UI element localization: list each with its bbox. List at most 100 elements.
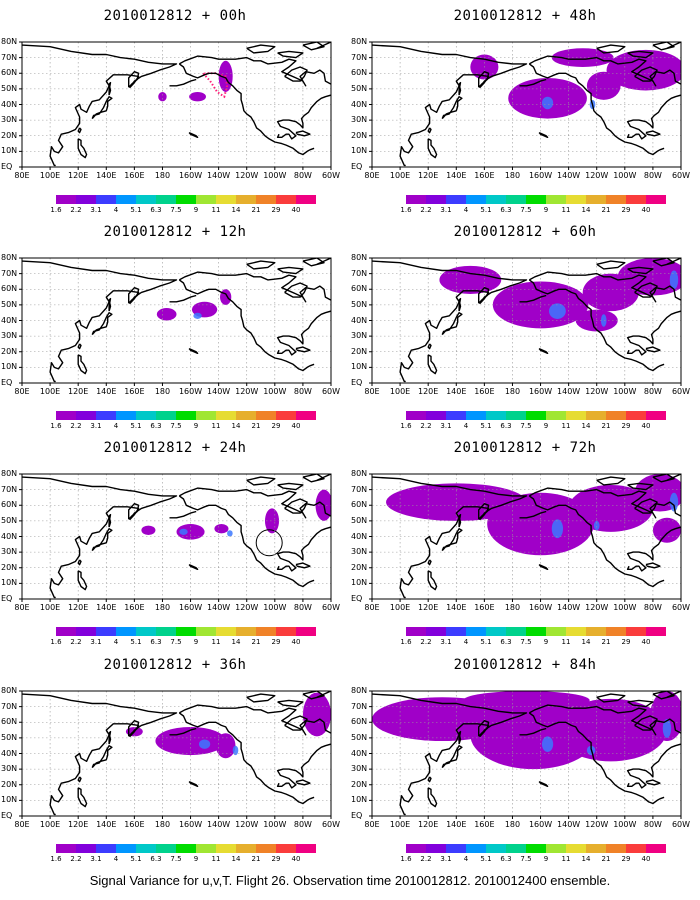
- coastline: [634, 66, 658, 82]
- coastline: [538, 780, 549, 787]
- colorbar-label: 14: [581, 638, 591, 646]
- colorbar-swatch: [76, 411, 96, 420]
- coastline: [458, 730, 462, 745]
- lon-label: 160E: [474, 387, 495, 396]
- colorbar-swatch: [76, 844, 96, 853]
- lon-label: 60W: [671, 171, 691, 180]
- coastline: [427, 343, 432, 350]
- coastline: [22, 260, 178, 383]
- coastline: [441, 96, 463, 120]
- forecast-panel: 2010012812 + 36h 80N 70N 60N 50N 40N 30N 20N 10N…: [0, 649, 350, 864]
- colorbar-label: 7.5: [520, 638, 532, 646]
- colorbar-swatch: [506, 627, 526, 636]
- lon-label: 140E: [96, 387, 117, 396]
- lon-label: 80W: [293, 387, 312, 396]
- colorbar-label: 9: [193, 855, 199, 863]
- lat-label: EQ: [351, 594, 363, 603]
- variance-peak: [593, 520, 600, 531]
- colorbar-label: 1.6: [400, 422, 412, 430]
- coastline: [22, 44, 178, 167]
- colorbar-swatch: [646, 411, 666, 420]
- lon-label: 160E: [474, 603, 495, 612]
- forecast-panel: 2010012812 + 60h 80N 70N 60N 50N 40N 30N 20N 10N…: [350, 216, 700, 431]
- colorbar-swatch: [446, 844, 466, 853]
- lat-label: 40N: [1, 99, 18, 109]
- colorbar-swatch: [646, 844, 666, 853]
- variance-area: [568, 484, 653, 532]
- coastline: [626, 743, 681, 789]
- colorbar-swatch: [116, 627, 136, 636]
- variance-area: [155, 726, 226, 756]
- variance-peak: [551, 519, 564, 539]
- colorbar-label: 14: [581, 855, 591, 863]
- colorbar-label: 4: [113, 638, 119, 646]
- contour-circle: [255, 529, 283, 557]
- colorbar-swatch: [236, 844, 256, 853]
- lon-label: 60W: [321, 171, 341, 180]
- lat-label: 40N: [351, 748, 368, 758]
- variance-area: [176, 524, 205, 540]
- lon-label: 100E: [39, 387, 61, 396]
- variance-area: [551, 48, 614, 67]
- colorbar: [56, 195, 316, 204]
- coastline: [127, 71, 140, 88]
- lon-label: 120W: [585, 387, 609, 396]
- lat-label: 70N: [351, 268, 368, 278]
- coastline: [519, 727, 547, 736]
- lat-label: 50N: [1, 299, 18, 309]
- lon-label: 160E: [474, 820, 495, 829]
- coastline: [441, 528, 463, 552]
- coastline: [458, 513, 462, 528]
- colorbar-label: 21: [601, 206, 611, 214]
- lon-label: 60W: [321, 603, 341, 612]
- lat-label: 60N: [1, 68, 18, 78]
- colorbar-swatch: [256, 195, 276, 204]
- lat-label: 10N: [351, 146, 368, 156]
- lon-label: 140E: [96, 603, 117, 612]
- colorbar-swatch: [216, 627, 236, 636]
- colorbar-swatch: [546, 411, 566, 420]
- coastline: [478, 720, 490, 737]
- colorbar-swatch: [276, 195, 296, 204]
- colorbar-label: 3.1: [90, 422, 102, 430]
- colorbar-swatch: [136, 411, 156, 420]
- lat-label: 80N: [1, 253, 18, 262]
- colorbar-label: 6.3: [500, 206, 512, 214]
- coastline: [178, 487, 331, 519]
- variance-area: [606, 49, 681, 91]
- lat-label: 60N: [351, 500, 368, 510]
- colorbar-swatch: [466, 411, 486, 420]
- coastline: [458, 81, 462, 96]
- colorbar-label: 5.1: [480, 422, 492, 430]
- coastline: [77, 559, 82, 566]
- colorbar-label: 11: [561, 422, 571, 430]
- coastline: [596, 476, 626, 486]
- lon-label: 140W: [207, 387, 231, 396]
- coastline: [596, 44, 626, 54]
- lon-label: 100E: [389, 820, 411, 829]
- colorbar-label: 2.2: [70, 638, 82, 646]
- lon-label: 80E: [364, 171, 380, 180]
- colorbar-swatch: [606, 411, 626, 420]
- colorbar-label: 40: [641, 638, 651, 646]
- lat-label: 70N: [351, 484, 368, 494]
- lon-label: 160W: [528, 820, 553, 829]
- colorbar-swatch: [296, 844, 316, 853]
- colorbar-swatch: [136, 627, 156, 636]
- panel-title: 2010012812 + 48h: [453, 8, 597, 24]
- colorbar-label: 1.6: [400, 638, 412, 646]
- coastline: [302, 258, 325, 267]
- colorbar: [406, 627, 666, 636]
- colorbar-swatch: [56, 411, 76, 420]
- lon-label: 100E: [39, 171, 61, 180]
- coastline: [246, 476, 276, 486]
- colorbar-label: 29: [621, 206, 631, 214]
- lon-label: 140W: [207, 603, 231, 612]
- lat-label: 80N: [351, 253, 368, 262]
- lon-label: 180: [154, 387, 171, 396]
- colorbar-label: 5.1: [130, 206, 142, 214]
- colorbar-label: 9: [193, 638, 199, 646]
- colorbar-label: 1.6: [400, 855, 412, 863]
- colorbar-label: 29: [271, 638, 281, 646]
- map-plot: [369, 473, 682, 602]
